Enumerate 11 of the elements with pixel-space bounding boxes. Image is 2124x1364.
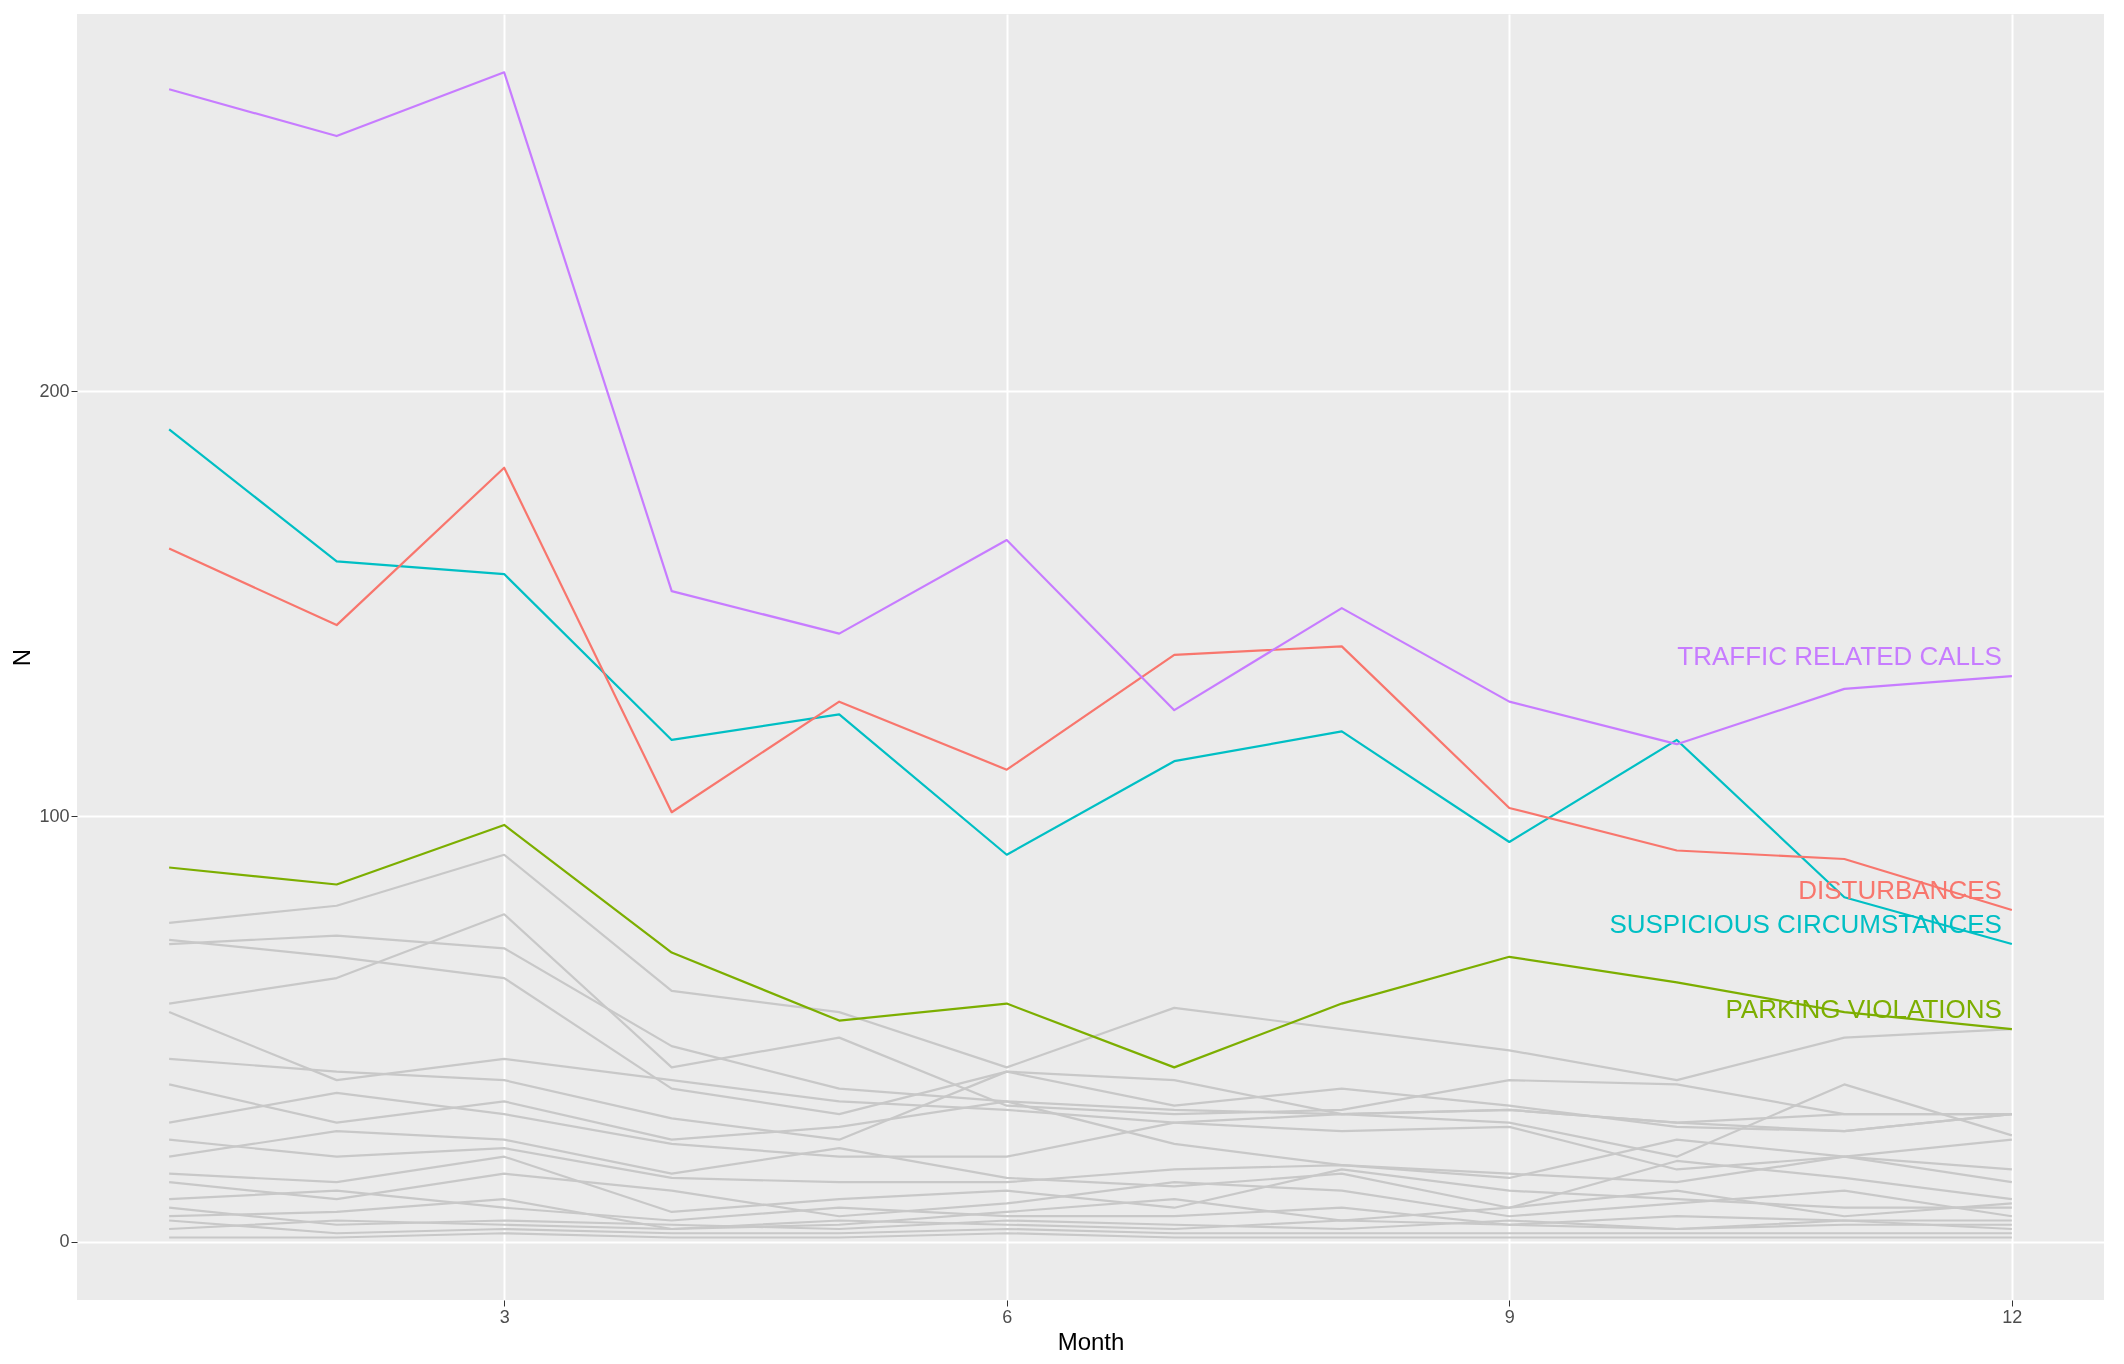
series-label: TRAFFIC RELATED CALLS <box>1677 641 2002 672</box>
x-tick-label: 6 <box>1002 1306 1013 1327</box>
x-tick-label: 3 <box>499 1306 510 1327</box>
x-tick-label: 9 <box>1504 1306 1515 1327</box>
x-tick-label: 12 <box>2002 1306 2023 1327</box>
y-axis-title: N <box>8 648 36 667</box>
y-tick-label: 100 <box>39 805 70 826</box>
y-tick-label: 0 <box>59 1231 70 1252</box>
series-label: PARKING VIOLATIONS <box>1725 994 2002 1025</box>
y-tick-label: 200 <box>39 380 70 401</box>
x-axis-title: Month <box>1057 1327 1125 1355</box>
